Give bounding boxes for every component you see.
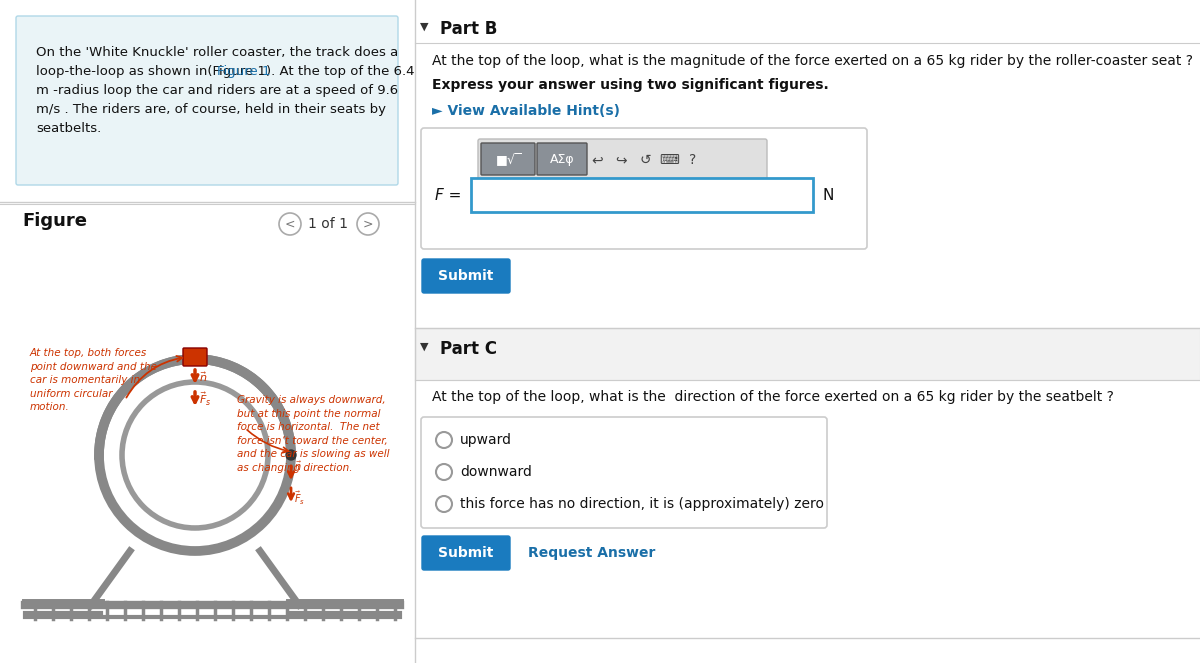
Text: Submit: Submit bbox=[438, 546, 493, 560]
Text: $\vec{F}_s$: $\vec{F}_s$ bbox=[199, 391, 211, 408]
Text: m/s . The riders are, of course, held in their seats by: m/s . The riders are, of course, held in… bbox=[36, 103, 386, 116]
Text: Submit: Submit bbox=[438, 269, 493, 283]
Text: N: N bbox=[822, 188, 833, 202]
Text: $\vec{n}$: $\vec{n}$ bbox=[199, 370, 208, 384]
FancyBboxPatch shape bbox=[16, 16, 398, 185]
Text: ?: ? bbox=[689, 153, 697, 167]
FancyBboxPatch shape bbox=[422, 259, 510, 293]
Text: Part B: Part B bbox=[440, 20, 497, 38]
Text: ↩: ↩ bbox=[592, 153, 602, 167]
Text: Figure 1: Figure 1 bbox=[217, 65, 270, 78]
Text: upward: upward bbox=[460, 433, 512, 447]
Text: AΣφ: AΣφ bbox=[550, 154, 575, 166]
FancyBboxPatch shape bbox=[478, 139, 767, 181]
FancyBboxPatch shape bbox=[182, 348, 208, 366]
Text: ↺: ↺ bbox=[640, 153, 650, 167]
Text: seatbelts.: seatbelts. bbox=[36, 122, 101, 135]
Text: ▼: ▼ bbox=[420, 342, 428, 352]
Text: >: > bbox=[362, 217, 373, 231]
Text: <: < bbox=[284, 217, 295, 231]
Text: $\vec{n}$: $\vec{n}$ bbox=[294, 460, 302, 473]
FancyBboxPatch shape bbox=[481, 143, 535, 175]
Text: $\vec{F}_s$: $\vec{F}_s$ bbox=[294, 490, 305, 507]
Text: On the 'White Knuckle' roller coaster, the track does a: On the 'White Knuckle' roller coaster, t… bbox=[36, 46, 398, 59]
FancyBboxPatch shape bbox=[470, 178, 814, 212]
FancyBboxPatch shape bbox=[415, 328, 1200, 380]
Text: m -radius loop the car and riders are at a speed of 9.6: m -radius loop the car and riders are at… bbox=[36, 84, 398, 97]
Text: F =: F = bbox=[436, 188, 461, 202]
FancyBboxPatch shape bbox=[421, 128, 866, 249]
Text: ► View Available Hint(s): ► View Available Hint(s) bbox=[432, 104, 620, 118]
Text: At the top of the loop, what is the  direction of the force exerted on a 65 kg r: At the top of the loop, what is the dire… bbox=[432, 390, 1114, 404]
Text: $\blacksquare\sqrt{\,}$: $\blacksquare\sqrt{\,}$ bbox=[494, 151, 522, 169]
Text: 1 of 1: 1 of 1 bbox=[308, 217, 348, 231]
Text: Part C: Part C bbox=[440, 340, 497, 358]
Text: Express your answer using two significant figures.: Express your answer using two significan… bbox=[432, 78, 829, 92]
Text: Figure: Figure bbox=[22, 212, 88, 230]
Text: downward: downward bbox=[460, 465, 532, 479]
Text: Request Answer: Request Answer bbox=[528, 546, 655, 560]
Text: At the top of the loop, what is the magnitude of the force exerted on a 65 kg ri: At the top of the loop, what is the magn… bbox=[432, 54, 1193, 68]
FancyBboxPatch shape bbox=[421, 417, 827, 528]
Text: ▼: ▼ bbox=[420, 22, 428, 32]
Text: At the top, both forces
point downward and the
car is momentarily in
uniform cir: At the top, both forces point downward a… bbox=[30, 348, 157, 412]
FancyBboxPatch shape bbox=[538, 143, 587, 175]
Text: Gravity is always downward,
but at this point the normal
force is horizontal.  T: Gravity is always downward, but at this … bbox=[238, 395, 390, 473]
Text: ⌨: ⌨ bbox=[659, 153, 679, 167]
Text: this force has no direction, it is (approximately) zero: this force has no direction, it is (appr… bbox=[460, 497, 824, 511]
FancyBboxPatch shape bbox=[422, 536, 510, 570]
Text: ↪: ↪ bbox=[616, 153, 626, 167]
Circle shape bbox=[286, 450, 296, 460]
Text: loop-the-loop as shown in(Figure 1). At the top of the 6.4: loop-the-loop as shown in(Figure 1). At … bbox=[36, 65, 414, 78]
